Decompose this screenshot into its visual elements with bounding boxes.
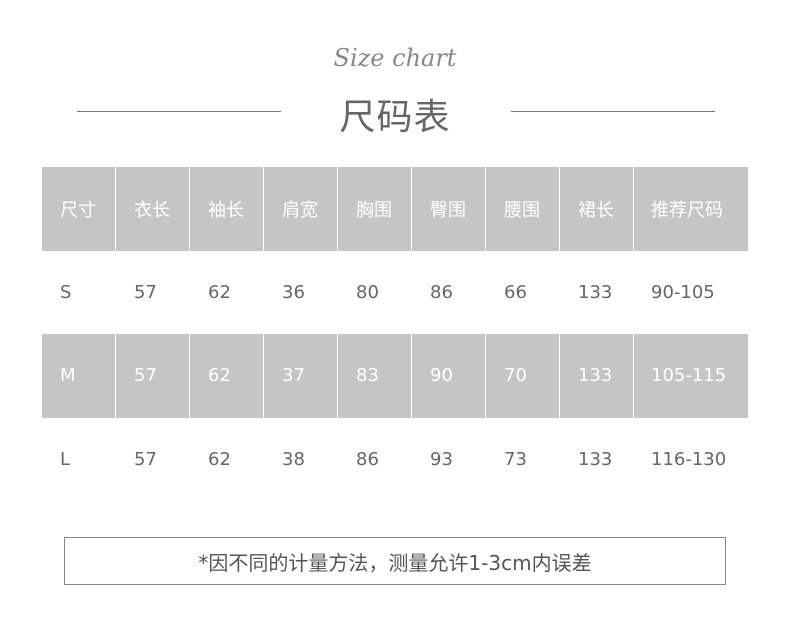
divider-left <box>77 111 281 112</box>
table-row: L 57 62 38 86 93 73 133 116-130 <box>42 418 748 502</box>
table-cell: 90-105 <box>651 281 715 303</box>
table-row: M 57 62 37 83 90 70 133 105-115 <box>42 334 748 418</box>
header-cell: 尺寸 <box>42 167 116 251</box>
table-row: S 57 62 36 80 86 66 133 90-105 <box>42 251 748 335</box>
size-table: 尺寸 衣长 袖长 肩宽 胸围 臀围 腰围 裙长 推荐尺码 S 57 62 36 80 86… <box>42 167 748 501</box>
table-cell: 116-130 <box>651 448 727 470</box>
table-cell: 62 <box>190 334 264 418</box>
header-cell: 袖长 <box>190 167 264 251</box>
header-cell: 肩宽 <box>264 167 338 251</box>
header-cell: 裙长 <box>560 167 634 251</box>
table-cell: 70 <box>486 334 560 418</box>
header-cell: 衣长 <box>116 167 190 251</box>
table-cell: 133 <box>560 334 634 418</box>
header-cell: 臀围 <box>412 167 486 251</box>
table-cell: 36 <box>282 281 305 303</box>
table-cell: 83 <box>338 334 412 418</box>
header-cell: 推荐尺码 <box>634 167 748 251</box>
table-cell: L <box>60 448 71 470</box>
table-cell: 133 <box>578 281 613 303</box>
table-cell: 37 <box>264 334 338 418</box>
table-cell: 57 <box>134 448 157 470</box>
table-cell: M <box>42 334 116 418</box>
table-cell: 62 <box>208 448 231 470</box>
table-cell: 105-115 <box>634 334 748 418</box>
table-cell: 57 <box>134 281 157 303</box>
header-cell: 胸围 <box>338 167 412 251</box>
table-cell: 66 <box>504 281 527 303</box>
script-title: Size chart <box>333 44 457 72</box>
table-cell: 90 <box>412 334 486 418</box>
table-cell: 86 <box>356 448 379 470</box>
divider-right <box>511 111 715 112</box>
table-header-row: 尺寸 衣长 袖长 肩宽 胸围 臀围 腰围 裙长 推荐尺码 <box>42 167 748 251</box>
table-cell: 38 <box>282 448 305 470</box>
table-cell: 93 <box>430 448 453 470</box>
page-title: 尺码表 <box>339 97 451 138</box>
table-cell: 57 <box>116 334 190 418</box>
header-cell: 腰围 <box>486 167 560 251</box>
table-cell: 80 <box>356 281 379 303</box>
measurement-note: *因不同的计量方法，测量允许1-3cm内误差 <box>64 537 726 585</box>
table-cell: S <box>60 281 72 303</box>
table-cell: 133 <box>578 448 613 470</box>
table-cell: 86 <box>430 281 453 303</box>
table-cell: 62 <box>208 281 231 303</box>
table-cell: 73 <box>504 448 527 470</box>
